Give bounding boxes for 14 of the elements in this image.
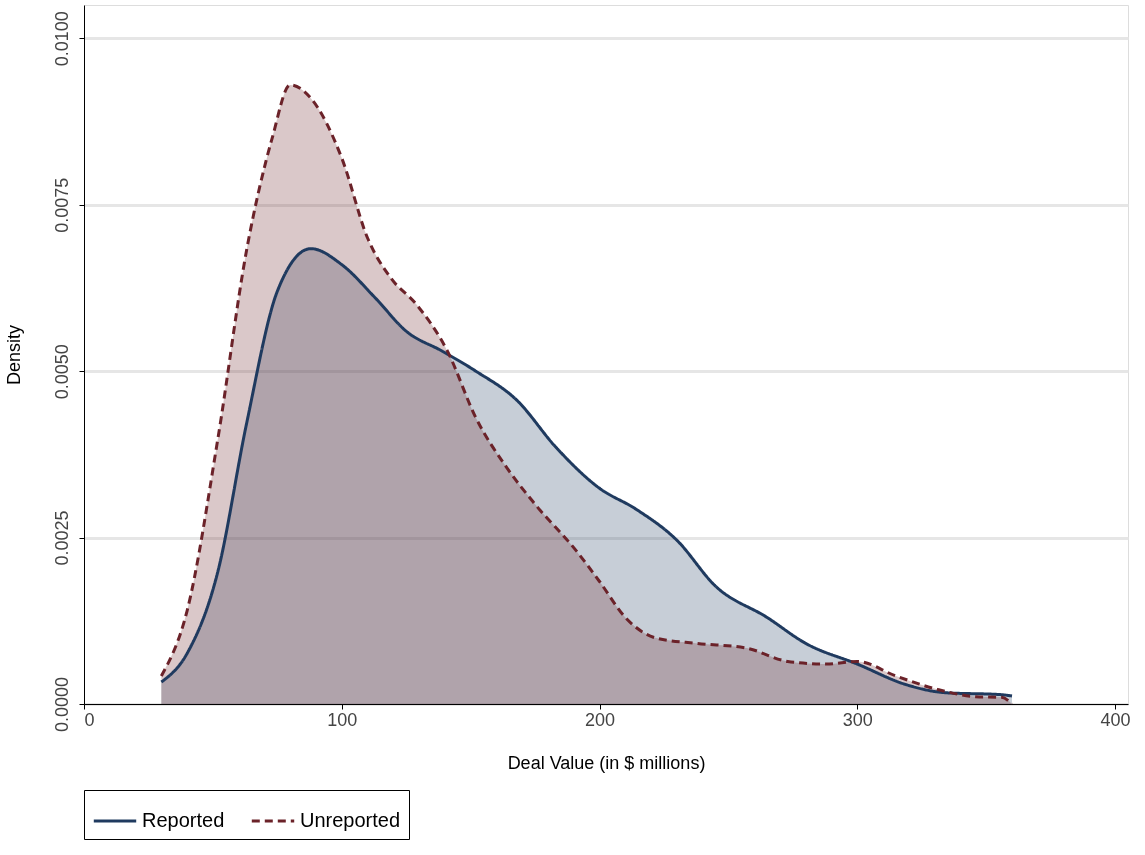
y-tick-label: 0.0000 bbox=[51, 676, 72, 733]
y-tick-label: 0.0050 bbox=[51, 344, 72, 400]
y-axis-title: Density bbox=[3, 324, 24, 386]
x-tick-label: 300 bbox=[842, 709, 873, 730]
legend-label: Unreported bbox=[300, 809, 401, 831]
x-tick-label: 100 bbox=[327, 709, 358, 730]
x-axis-title: Deal Value (in $ millions) bbox=[507, 752, 706, 773]
y-tick-label: 0.0100 bbox=[51, 11, 72, 67]
x-tick-label: 0 bbox=[84, 709, 95, 730]
legend-label: Reported bbox=[142, 809, 225, 831]
x-tick-label: 200 bbox=[585, 709, 616, 730]
x-tick-label: 400 bbox=[1100, 709, 1131, 730]
y-tick-label: 0.0025 bbox=[51, 510, 72, 566]
y-tick-label: 0.0075 bbox=[51, 177, 72, 233]
